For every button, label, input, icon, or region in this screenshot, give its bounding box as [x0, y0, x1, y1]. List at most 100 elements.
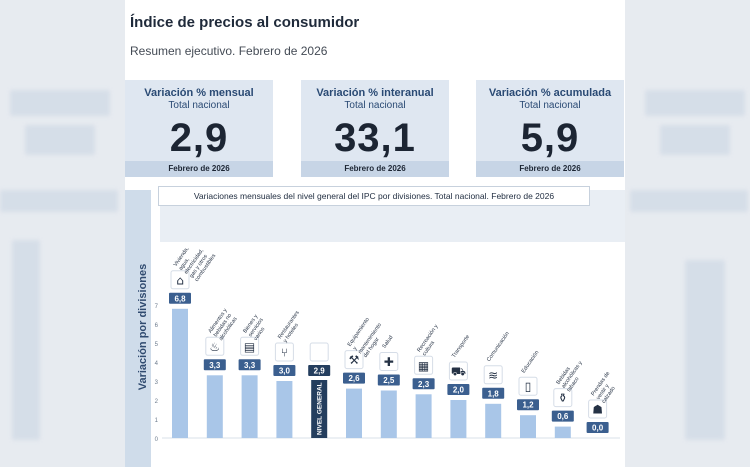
- category-label: Recreación ycultura: [416, 324, 445, 358]
- wifi-icon: [483, 365, 503, 385]
- bar: [311, 380, 328, 438]
- kpi-scope: Total nacional: [519, 100, 581, 111]
- category-label-line: Educación: [521, 350, 541, 374]
- ghost-block: [685, 260, 725, 440]
- bar: [241, 375, 258, 438]
- y-tick-label: 6: [155, 323, 159, 329]
- culture-icon-glyph: ▦: [418, 359, 429, 373]
- shirt-icon-glyph: ☗: [592, 403, 603, 417]
- value-label: 0,6: [557, 412, 569, 421]
- category-label: Restaurantesy hoteles: [277, 310, 306, 344]
- value-label: 1,8: [488, 389, 500, 398]
- car-icon: [448, 361, 468, 381]
- products-icon-glyph: ▤: [244, 340, 255, 354]
- ghost-block: [25, 125, 95, 155]
- ghost-block: [10, 90, 110, 116]
- bar: [415, 394, 432, 438]
- kpi-interannual: Variación % interanual Total nacional 33…: [301, 80, 449, 177]
- ghost-block: [660, 125, 730, 155]
- tools-icon: [344, 350, 364, 370]
- kpi-scope: Total nacional: [344, 100, 406, 111]
- bar: [554, 426, 571, 438]
- kpi-name: Variación % interanual: [316, 87, 434, 99]
- ghost-block: [645, 90, 745, 116]
- value-label: 2,9: [314, 367, 326, 376]
- bar: [346, 388, 362, 438]
- bottle-icon-glyph: ⚱: [558, 391, 568, 405]
- value-label: 2,3: [418, 380, 430, 389]
- value-label-bg: [273, 365, 296, 376]
- page-subtitle: Resumen ejecutivo. Febrero de 2026: [130, 44, 328, 58]
- y-tick-label: 5: [155, 342, 159, 348]
- wifi-icon-glyph: ≋: [488, 368, 498, 382]
- value-label: 3,0: [279, 367, 291, 376]
- value-label-bg: [377, 374, 400, 386]
- category-label: Transporte: [451, 334, 471, 359]
- bottle-icon: [553, 388, 573, 408]
- bar: [276, 381, 293, 438]
- y-tick-label: 1: [155, 418, 159, 424]
- category-label: Salud: [382, 335, 395, 350]
- value-label-bg: [308, 365, 331, 376]
- page-title: Índice de precios al consumidor: [130, 14, 360, 31]
- kpi-value: 5,9: [520, 116, 580, 160]
- value-label-bg: [586, 422, 609, 433]
- restaurant-icon-glyph: ⑂: [281, 346, 288, 360]
- products-icon: [240, 336, 260, 356]
- kpi-value: 2,9: [169, 116, 229, 160]
- shirt-icon: [588, 399, 608, 419]
- value-label: 1,2: [522, 401, 534, 410]
- ghost-block: [630, 190, 748, 212]
- category-label: Educación: [521, 350, 541, 374]
- value-label-bg: [551, 410, 574, 422]
- category-label-line: Salud: [382, 335, 395, 350]
- kpi-date: Febrero de 2026: [476, 161, 624, 177]
- category-label: Comunicación: [486, 331, 511, 363]
- ghost-block: [12, 240, 40, 440]
- bar: [380, 390, 397, 438]
- book-icon: [518, 376, 538, 396]
- book-icon-glyph: ▯: [525, 380, 532, 394]
- house-energy-icon: [170, 270, 190, 290]
- category-label: NIVEL GENERAL: [317, 382, 324, 435]
- health-cross-icon: [379, 352, 399, 371]
- value-label: 0,0: [592, 424, 604, 433]
- value-label: 2,0: [453, 386, 465, 395]
- chart-panel: Variación por divisiones Variaciones men…: [125, 0, 625, 467]
- health-cross-icon-glyph: ✚: [384, 355, 394, 369]
- value-label: 2,5: [383, 376, 395, 385]
- kpi-name: Variación % mensual: [144, 87, 254, 99]
- y-tick-label: 3: [155, 380, 159, 386]
- y-tick-label: 7: [155, 304, 159, 310]
- food-icon: [205, 336, 225, 356]
- culture-icon: [414, 355, 434, 375]
- category-label: Bebidasalcohólicas ytabaco: [556, 356, 590, 393]
- value-label: 2,6: [348, 374, 360, 383]
- category-label-line: Transporte: [451, 334, 471, 359]
- y-tick-label: 4: [155, 361, 159, 367]
- value-label-bg: [482, 387, 505, 399]
- kpi-scope: Total nacional: [168, 100, 230, 111]
- y-tick-label: 0: [155, 437, 159, 443]
- value-label: 3,3: [244, 361, 256, 370]
- kpi-date: Febrero de 2026: [301, 161, 449, 177]
- value-label: 6,8: [174, 294, 186, 303]
- basket-icon-glyph: ⛁: [314, 346, 324, 360]
- bar: [450, 400, 467, 438]
- house-energy-icon-glyph: ⌂: [176, 273, 184, 287]
- bar: [485, 403, 502, 438]
- tools-icon-glyph: ⚒: [349, 353, 360, 367]
- value-label-bg: [343, 372, 365, 384]
- kpi-accumulated: Variación % acumulada Total nacional 5,9…: [476, 80, 624, 177]
- car-icon-glyph: ⛟: [451, 365, 466, 379]
- food-icon-glyph: ♨: [209, 340, 220, 354]
- value-label-bg: [447, 384, 470, 395]
- bar: [520, 415, 536, 438]
- bar-chart: 012345676,8⌂Vivienda,agua,electricidad,g…: [155, 246, 620, 443]
- value-label-bg: [238, 359, 261, 371]
- y-tick-label: 2: [155, 399, 159, 405]
- kpi-monthly: Variación % mensual Total nacional 2,9 F…: [125, 80, 273, 177]
- kpi-date: Febrero de 2026: [125, 161, 273, 177]
- ghost-block: [0, 190, 118, 212]
- category-label-line: Comunicación: [486, 331, 511, 363]
